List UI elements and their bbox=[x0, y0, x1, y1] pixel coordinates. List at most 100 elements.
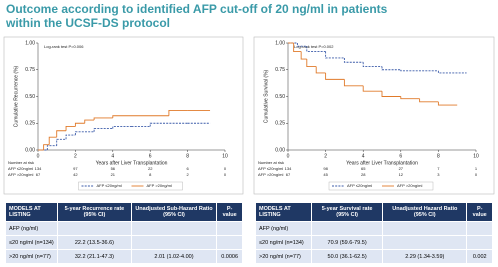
curve-segment bbox=[112, 126, 132, 129]
curve-segment bbox=[343, 79, 364, 87]
at-risk-count: 27 bbox=[399, 166, 404, 171]
annotation: Log-rank test P=0.006 bbox=[44, 44, 84, 49]
x-tick-label: 0 bbox=[287, 153, 290, 159]
curve-segment bbox=[296, 43, 307, 47]
y-tick-label: 0.75 bbox=[25, 67, 35, 73]
table-cell: 32.2 (21.1-47.3) bbox=[57, 249, 132, 264]
x-tick-label: 10 bbox=[222, 153, 228, 159]
curve-segment bbox=[325, 51, 345, 59]
at-risk-title: Number at risk bbox=[8, 160, 34, 165]
curve-segment bbox=[419, 98, 439, 103]
x-tick-label: 4 bbox=[111, 153, 114, 159]
x-tick-label: 10 bbox=[473, 153, 479, 159]
curve-segment bbox=[300, 51, 307, 60]
curve-segment bbox=[343, 57, 364, 63]
curve-segment bbox=[362, 62, 382, 67]
at-risk-count: 8 bbox=[149, 172, 152, 177]
at-risk-count: 42 bbox=[73, 172, 78, 177]
at-risk-count: 0 bbox=[475, 172, 478, 177]
table-cell: 50.0 (36.1-62.5) bbox=[311, 249, 384, 264]
curve-segment bbox=[306, 59, 317, 67]
legend-label: AFP ≤20ng/ml bbox=[347, 183, 372, 188]
table-row: AFP (ng/ml) bbox=[254, 221, 493, 236]
chart-frame bbox=[253, 36, 495, 195]
x-tick-label: 2 bbox=[324, 153, 327, 159]
y-tick-label: 0.50 bbox=[275, 94, 285, 100]
at-risk-count: 134 bbox=[285, 166, 292, 171]
at-risk-count: 45 bbox=[323, 172, 328, 177]
at-risk-count: 97 bbox=[73, 166, 78, 171]
header-cell: MODELS AT LISTING bbox=[254, 202, 313, 222]
y-tick-label: 0.00 bbox=[275, 147, 285, 153]
table-cell: ≤20 ng/ml (n=134) bbox=[254, 235, 313, 250]
curve-segment bbox=[56, 130, 67, 138]
curve-segment bbox=[381, 91, 401, 97]
curve-segment bbox=[437, 70, 467, 74]
table-cell bbox=[216, 235, 243, 250]
at-risk-count: 67 bbox=[36, 172, 41, 177]
x-tick-label: 0 bbox=[37, 153, 40, 159]
curve-segment bbox=[325, 72, 345, 80]
table-cell bbox=[382, 235, 468, 250]
curve-segment bbox=[65, 134, 76, 140]
legend-label: AFP >20ng/ml bbox=[147, 183, 172, 188]
table-cell: 0.0006 bbox=[216, 249, 243, 264]
header-cell: 5-year Recurrence rate (95% CI) bbox=[57, 202, 132, 222]
header-cell: Unadjusted Sub-Hazard Ratio (95% CI) bbox=[130, 202, 218, 222]
table-cell: >20 ng/ml (n=77) bbox=[254, 249, 313, 264]
header-cell: P-value bbox=[466, 202, 493, 222]
y-tick-label: 0.50 bbox=[25, 94, 35, 100]
at-risk-count: 6 bbox=[186, 166, 189, 171]
table-row: ≤20 ng/ml (n=134) 22.2 (13.5-36.6) bbox=[4, 235, 243, 250]
y-tick-label: 1.00 bbox=[25, 40, 35, 46]
curve-segment bbox=[74, 131, 95, 136]
table-cell: AFP (ng/ml) bbox=[4, 221, 59, 236]
table-row: >20 ng/ml (n=77) 32.2 (21.1-47.3) 2.01 (1.… bbox=[4, 249, 243, 264]
legend-frame bbox=[328, 181, 434, 191]
at-risk-label: AFP >20ng/ml bbox=[258, 172, 283, 177]
header-cell: Unadjusted Hazard Ratio (95% CI) bbox=[382, 202, 468, 222]
x-tick-label: 6 bbox=[149, 153, 152, 159]
at-risk-count: 0 bbox=[224, 172, 227, 177]
at-risk-count: 22 bbox=[148, 166, 153, 171]
table: MODELS AT LISTING 5-year Survival rate (9… bbox=[254, 202, 493, 264]
at-risk-count: 12 bbox=[399, 172, 404, 177]
table-cell bbox=[216, 221, 243, 236]
curve-segment bbox=[306, 46, 326, 53]
y-tick-label: 0.00 bbox=[25, 147, 35, 153]
at-risk-count: 2 bbox=[186, 172, 189, 177]
curve-segment bbox=[381, 66, 401, 71]
table-cell bbox=[466, 235, 493, 250]
table-cell: AFP (ng/ml) bbox=[254, 221, 313, 236]
y-axis-label: Cumulative Recurrence (%) bbox=[13, 65, 19, 127]
curve-segment bbox=[315, 66, 326, 74]
table-row: AFP (ng/ml) bbox=[4, 221, 243, 236]
table-cell bbox=[382, 221, 468, 236]
table-cell: >20 ng/ml (n=77) bbox=[4, 249, 59, 264]
table-cell bbox=[130, 221, 218, 236]
curve-segment bbox=[168, 109, 188, 116]
curve-segment bbox=[437, 101, 458, 106]
header-cell: 5-year Survival rate (95% CI) bbox=[311, 202, 384, 222]
header-cell: MODELS AT LISTING bbox=[4, 202, 59, 222]
curve-segment bbox=[43, 144, 50, 150]
at-risk-count: 0 bbox=[224, 166, 227, 171]
legend-frame bbox=[78, 181, 183, 191]
curve-segment bbox=[93, 128, 113, 132]
slide-title: Outcome according to identified AFP cut-… bbox=[6, 2, 388, 30]
x-tick-label: 8 bbox=[186, 153, 189, 159]
table-cell bbox=[466, 221, 493, 236]
at-risk-count: 21 bbox=[111, 172, 116, 177]
table-row: >20 ng/ml (n=77) 50.0 (36.1-62.5) 2.29 (1.… bbox=[254, 249, 493, 264]
curve-segment bbox=[46, 145, 57, 150]
table: MODELS AT LISTING 5-year Recurrence rate … bbox=[4, 202, 243, 264]
curve-segment bbox=[112, 115, 132, 118]
at-risk-label: AFP ≤20ng/ml bbox=[8, 166, 33, 171]
at-risk-count: 134 bbox=[35, 166, 42, 171]
at-risk-count: 7 bbox=[437, 166, 440, 171]
curve-segment bbox=[293, 43, 302, 53]
at-risk-count: 3 bbox=[437, 172, 440, 177]
y-tick-label: 0.75 bbox=[275, 67, 285, 73]
